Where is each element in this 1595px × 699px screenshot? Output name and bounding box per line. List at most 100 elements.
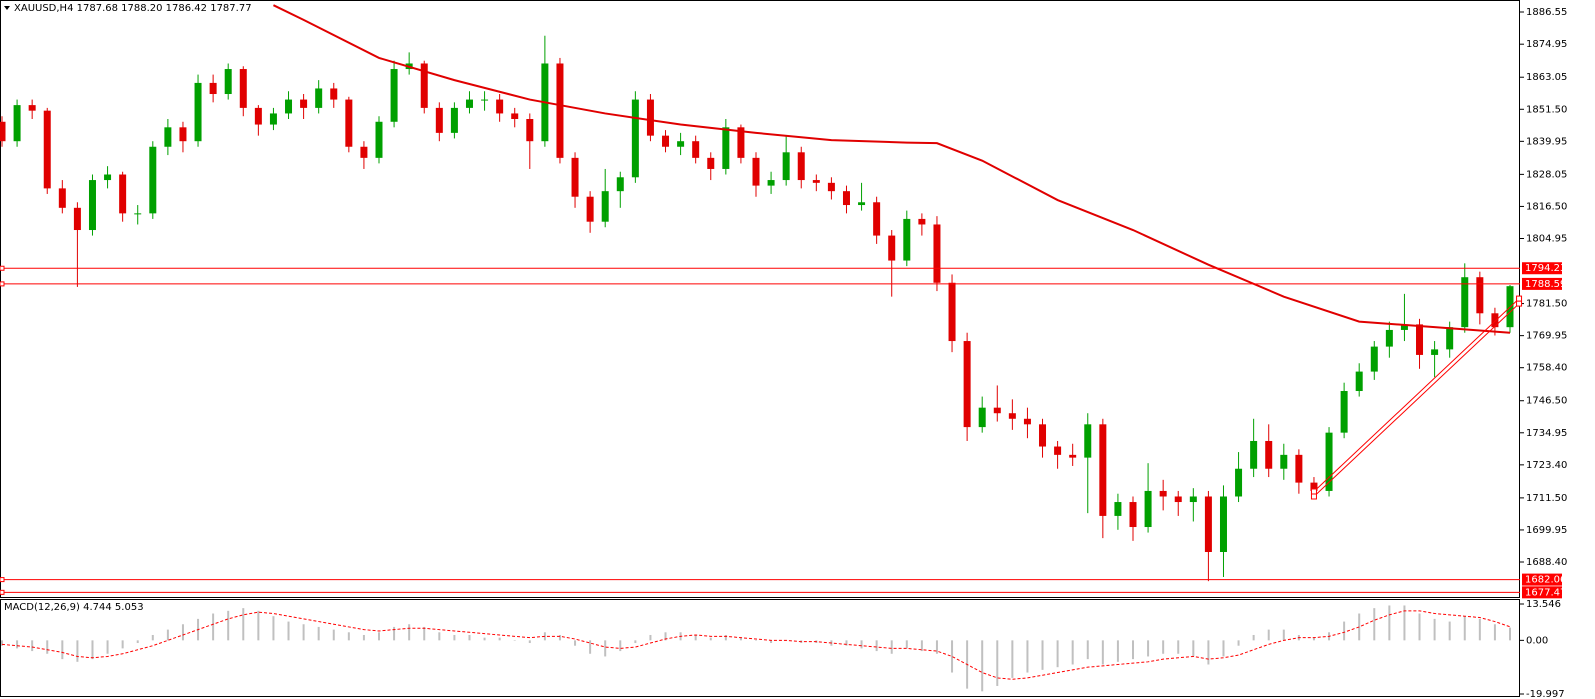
candle-body [43,110,51,189]
candle-body [360,146,368,158]
macd-bar [1312,637,1315,641]
macd-bar [1086,640,1089,660]
candle-body [1114,502,1122,516]
y-tick-label: 1863.05 [1526,72,1567,83]
candle-body [104,174,112,181]
macd-bar [1071,640,1074,665]
macd-bar [1237,640,1240,646]
candle-body [1431,349,1439,355]
y-tick-label: 1828.05 [1526,169,1567,180]
candle-body [782,152,790,181]
macd-bar [287,621,290,641]
candle-body [1159,490,1167,497]
macd-bar [951,640,954,673]
candle-body [1144,490,1152,528]
macd-bar [664,632,667,641]
menu-arrow[interactable] [4,6,10,10]
y-tick-label: 1758.40 [1526,363,1567,374]
candle-body [28,105,36,111]
candle-body [164,127,172,147]
candle-body [888,235,896,261]
trendline-anchor [1310,488,1317,495]
candle-body [1385,329,1393,347]
level-tag [1522,262,1562,275]
macd-bar [589,640,592,654]
level-anchor [0,589,5,595]
macd-bar [875,640,878,652]
candle-body [239,69,247,108]
macd-bar [1282,629,1285,641]
macd-tick-label: -19.997 [1526,689,1565,699]
y-tick-label: 1723.40 [1526,460,1567,471]
level-label: 1677.47 [1525,587,1566,598]
candle-body [1491,313,1499,328]
y-tick-label: 1851.50 [1526,104,1567,115]
candle-body [963,341,971,428]
macd-bar [890,640,893,654]
candle-body [496,99,504,114]
macd-bar [1373,608,1376,641]
candle-body [812,180,820,183]
macd-bar [136,640,139,644]
y-tick-label: 1839.95 [1526,136,1567,147]
candle-body [58,188,66,208]
macd-bar [46,640,49,654]
moving-average [273,4,1511,334]
candle-body [646,99,654,136]
candle-body [873,202,881,236]
macd-bar [1478,618,1481,641]
candle-body [1265,440,1273,469]
candle-body [1416,324,1424,355]
candle-body [254,107,262,125]
macd-bar [408,624,411,641]
candle-body [1174,496,1182,503]
level-anchor [0,281,5,287]
candle-body [285,99,293,114]
y-tick-label: 1711.50 [1526,493,1567,504]
macd-bar [1493,624,1496,641]
candle-body [1219,496,1227,553]
macd-label: MACD(12,26,9) 4.744 5.053 [4,602,144,613]
candle-body [481,99,489,101]
macd-bar [1192,640,1195,657]
candle-body [1295,454,1303,483]
candle-body [0,121,6,142]
candle-body [88,180,96,231]
macd-bar [604,640,607,657]
macd-bar [1177,640,1180,654]
candle-body [797,152,805,181]
trendline-anchor [1310,493,1317,500]
macd-bar [393,626,396,641]
y-tick-label: 1769.95 [1526,331,1567,342]
y-tick-label: 1699.95 [1526,525,1567,536]
candle-body [571,157,579,197]
level-label: 1788.59 [1525,279,1566,290]
y-tick-label: 1804.95 [1526,233,1567,244]
candle-body [134,213,142,215]
candle-body [752,157,760,186]
candle-body [933,224,941,283]
candle-body [390,69,398,122]
y-tick-label: 1874.95 [1526,39,1567,50]
macd-bar [755,640,757,641]
candle-body [330,88,338,100]
macd-bar [31,640,34,652]
macd-bar [981,640,984,692]
macd-bar [770,640,773,644]
level-tag [1522,277,1562,290]
macd-bar [574,640,577,646]
macd-bar [1509,627,1511,641]
macd-panel [0,599,1520,697]
y-tick-label: 1816.50 [1526,201,1567,212]
macd-bar [181,624,184,641]
macd-bar [905,640,908,649]
chart-header: XAUUSD,H4 1787.68 1788.20 1786.42 1787.7… [14,3,252,14]
candle-body [1129,502,1137,528]
macd-bar [468,634,471,641]
macd-bar [845,640,848,646]
macd-bar [694,634,697,641]
candle-body [1039,424,1047,447]
macd-bar [1448,621,1451,641]
macd-bar [558,634,561,641]
